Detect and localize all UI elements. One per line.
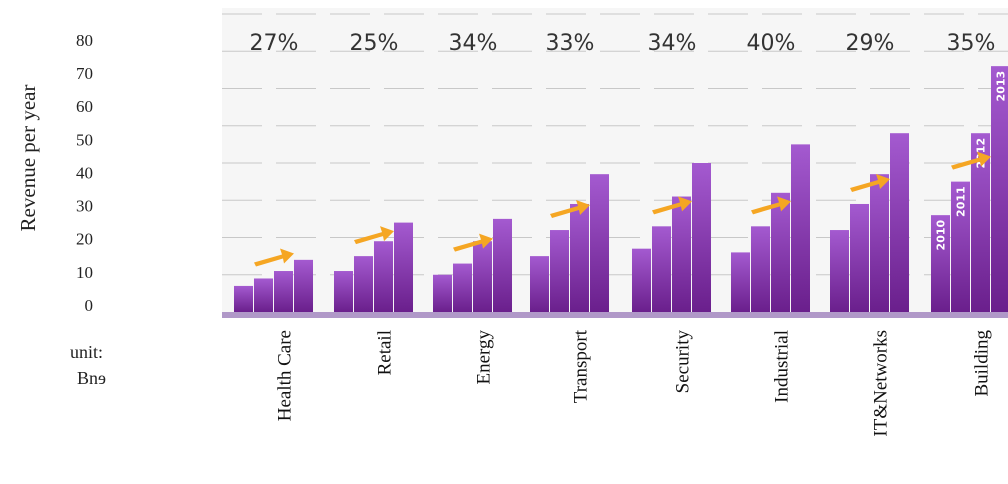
bar: [254, 278, 273, 312]
growth-arrow-icon: [550, 200, 590, 219]
bar: [731, 252, 750, 312]
growth-label: 29%: [846, 31, 895, 56]
bar: [433, 274, 452, 312]
unit-value: Bnɘ: [77, 368, 106, 388]
bar: [991, 66, 1008, 313]
bar: [453, 263, 472, 312]
bars: 2010201120122013: [234, 66, 1008, 313]
bar: [890, 133, 909, 312]
growth-arrow-icon: [254, 248, 294, 267]
bar: [692, 163, 711, 312]
growth-label: 35%: [947, 31, 996, 56]
bar: [354, 256, 373, 312]
y-tick-label: 10: [76, 263, 93, 282]
bar: [590, 174, 609, 312]
bar: [830, 230, 849, 312]
category-label: Health Care: [274, 330, 295, 421]
bar: [394, 222, 413, 312]
bar-group-1: [334, 222, 413, 312]
bar: [870, 174, 889, 312]
bar: [971, 133, 990, 312]
y-axis: Revenue per year 0 10 20 30 40 50 60 70 80: [16, 31, 93, 315]
y-tick-label: 70: [76, 64, 93, 83]
y-tick-label: 0: [85, 296, 94, 315]
bar: [274, 271, 293, 312]
growth-arrow-icon: [354, 226, 394, 245]
growth-arrow-icon: [652, 196, 692, 215]
y-tick-label: 30: [76, 197, 93, 216]
growth-label: 34%: [648, 31, 697, 56]
bar-group-3: [530, 174, 609, 312]
bar: [234, 285, 253, 312]
bar-group-2: [433, 218, 512, 312]
bar: [473, 241, 492, 312]
category-labels: 27% Health Care 25% Retail 34% Energy 33% Trans…: [250, 31, 996, 437]
bar: [931, 215, 950, 312]
category-label: Security: [672, 330, 693, 394]
bar-group-6: [830, 133, 909, 312]
y-tick-label: 60: [76, 97, 93, 116]
bar: [771, 192, 790, 312]
growth-arrow-icon: [850, 173, 890, 192]
category-label: Building: [971, 330, 992, 397]
bar: [334, 271, 353, 312]
y-tick-label: 80: [76, 31, 93, 50]
bar: [550, 230, 569, 312]
growth-label: 33%: [546, 31, 595, 56]
bar: [672, 196, 691, 312]
growth-arrow-icon: [751, 196, 791, 215]
bar-group-5: [731, 144, 810, 312]
bar: [751, 226, 770, 312]
category-label: IT&Networks: [870, 330, 891, 437]
bar: [632, 248, 651, 312]
x-axis-baseline: [222, 312, 1008, 318]
bar: [374, 241, 393, 312]
bar: [493, 218, 512, 312]
category-label: Retail: [374, 330, 395, 375]
y-axis-label: Revenue per year: [16, 85, 40, 232]
bar: [294, 259, 313, 312]
bar: [570, 203, 589, 312]
bar-group-7: 2010201120122013: [931, 66, 1008, 313]
growth-label: 40%: [747, 31, 796, 56]
bar: [850, 203, 869, 312]
year-label: 2013: [995, 71, 1008, 102]
bar: [530, 256, 549, 312]
growth-label: 25%: [350, 31, 399, 56]
category-label: Energy: [473, 330, 494, 385]
unit-label: unit:: [70, 342, 103, 362]
y-tick-label: 40: [76, 163, 93, 182]
year-label: 2010: [935, 220, 948, 251]
bar: [951, 181, 970, 312]
bar-group-4: [632, 163, 711, 312]
growth-label: 34%: [449, 31, 498, 56]
bar-group-0: [234, 248, 313, 312]
growth-arrow-icon: [453, 233, 493, 252]
growth-arrow-icon: [951, 151, 991, 170]
category-label: Transport: [570, 329, 591, 403]
growth-label: 27%: [250, 31, 299, 56]
year-label: 2011: [955, 186, 968, 217]
bar: [791, 144, 810, 312]
category-label: Industrial: [771, 330, 792, 403]
y-tick-label: 20: [76, 230, 93, 249]
y-tick-label: 50: [76, 130, 93, 149]
bar: [652, 226, 671, 312]
